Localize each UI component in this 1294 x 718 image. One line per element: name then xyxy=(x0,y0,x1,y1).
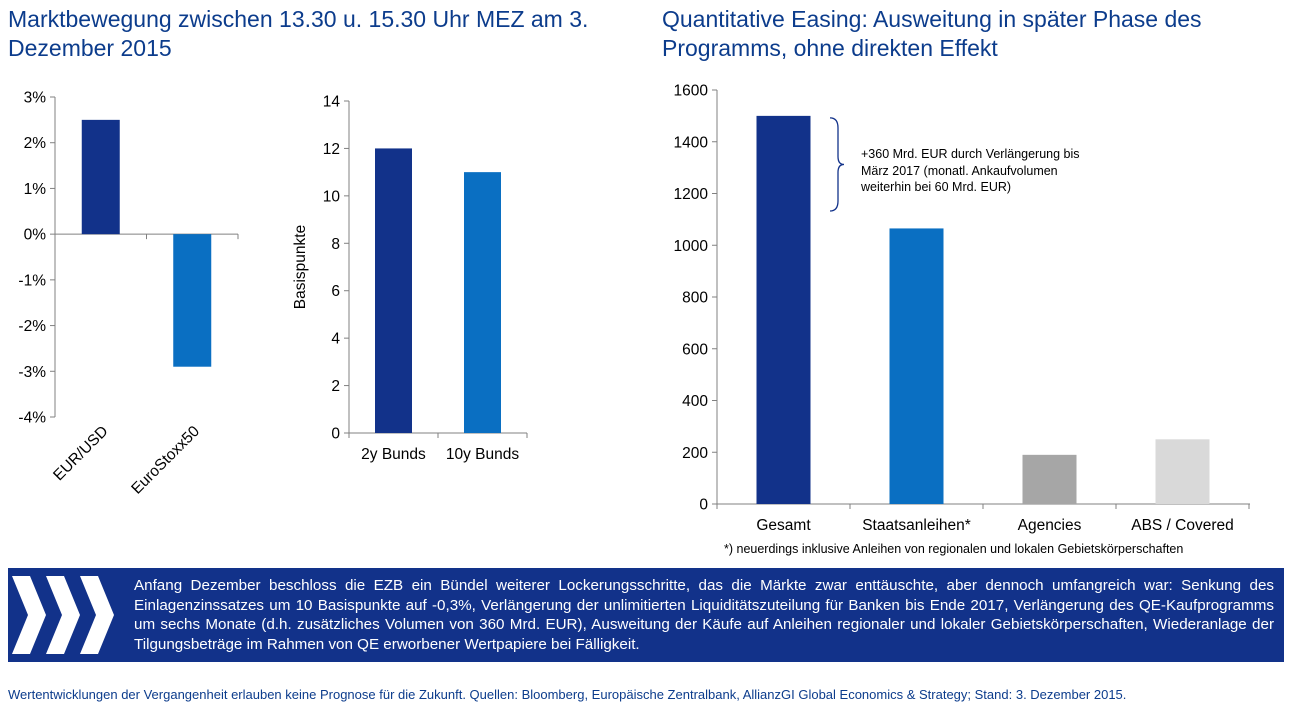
annotation-bracket xyxy=(829,117,845,212)
y-tick-label: 0 xyxy=(699,497,708,514)
x-category-label: Agencies xyxy=(1018,517,1082,534)
bar xyxy=(1022,454,1077,504)
x-category-label: 10y Bunds xyxy=(446,446,519,463)
y-tick-label: 0 xyxy=(331,426,340,443)
x-category-label: Staatsanleihen* xyxy=(862,517,971,534)
y-tick-label: 1400 xyxy=(674,134,709,151)
y-tick-label: 2 xyxy=(331,378,340,395)
qe-annotation: +360 Mrd. EUR durch Verlängerung bis Mär… xyxy=(861,146,1080,196)
qe-annotation-line: weiterhin bei 60 Mrd. EUR) xyxy=(861,180,1012,194)
y-tick-label: 800 xyxy=(682,290,708,307)
right-title: Quantitative Easing: Ausweitung in späte… xyxy=(662,6,1202,61)
y-tick-label: 200 xyxy=(682,445,708,462)
y-tick-label: 12 xyxy=(323,141,340,158)
y-tick-label: 1200 xyxy=(674,186,709,203)
y-tick-label: 14 xyxy=(323,94,341,111)
y-tick-label: 4 xyxy=(331,331,340,348)
y-tick-label: 8 xyxy=(331,236,340,253)
qe-annotation-line: +360 Mrd. EUR durch Verlängerung bis xyxy=(861,147,1080,161)
bar xyxy=(889,228,944,504)
x-category-label: Gesamt xyxy=(756,517,811,534)
y-tick-label: 3% xyxy=(24,90,47,107)
y-tick-label: -1% xyxy=(18,272,46,289)
charts-canvas: 3% 2% 1% 0% -1% -2% -3% -4%EUR/USD EuroStoxx50 0 2… xyxy=(18,83,1250,534)
y-tick-label: 400 xyxy=(682,393,708,410)
x-category-label: ABS / Covered xyxy=(1131,517,1234,534)
bar xyxy=(464,172,501,433)
triple-chevron-icon xyxy=(12,576,114,654)
y-tick-label: 1% xyxy=(24,181,47,198)
bar xyxy=(1155,439,1210,504)
qe-footnote: *) neuerdings inklusive Anleihen von reg… xyxy=(724,542,1184,556)
x-category-label: EUR/USD xyxy=(50,423,111,484)
x-category-label: 2y Bunds xyxy=(361,446,426,463)
y-axis-title: Basispunkte xyxy=(292,225,309,309)
y-tick-label: -2% xyxy=(18,318,46,335)
y-tick-label: 6 xyxy=(331,283,340,300)
y-tick-label: 10 xyxy=(323,188,341,205)
y-tick-label: -4% xyxy=(18,410,46,427)
bar xyxy=(375,148,412,433)
y-tick-label: 2% xyxy=(24,135,47,152)
y-tick-label: -3% xyxy=(18,364,46,381)
summary-banner: Anfang Dezember beschloss die EZB ein Bü… xyxy=(8,568,1284,662)
summary-text: Anfang Dezember beschloss die EZB ein Bü… xyxy=(134,577,1274,653)
y-tick-label: 0% xyxy=(24,227,47,244)
bar xyxy=(81,119,120,235)
bar xyxy=(173,234,212,367)
x-category-label: EuroStoxx50 xyxy=(128,423,203,498)
y-tick-label: 600 xyxy=(682,341,708,358)
y-tick-label: 1600 xyxy=(674,83,709,100)
bar xyxy=(756,115,811,504)
left-title: Marktbewegung zwischen 13.30 u. 15.30 Uh… xyxy=(8,6,589,61)
y-tick-label: 1000 xyxy=(674,238,709,255)
qe-annotation-line: März 2017 (monatl. Ankaufvolumen xyxy=(861,163,1058,178)
source-note: Wertentwicklungen der Vergangenheit erla… xyxy=(8,687,1127,702)
